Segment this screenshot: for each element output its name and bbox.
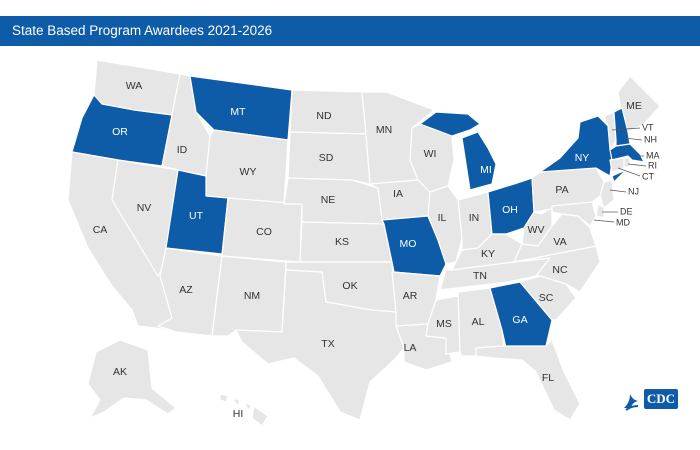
- state-nc[interactable]: [513, 245, 601, 293]
- state-ak[interactable]: [87, 339, 177, 419]
- leader-ri: [627, 163, 647, 167]
- label-wi: WI: [424, 148, 437, 160]
- state-ri[interactable]: [623, 157, 631, 169]
- label-mi: MI: [480, 164, 492, 176]
- hhs-eagle-icon: [624, 394, 639, 411]
- label-ne: NE: [321, 194, 336, 206]
- label-ok: OK: [342, 280, 357, 292]
- label-vt: VT: [642, 122, 654, 132]
- label-oh: OH: [502, 204, 518, 216]
- label-ks: KS: [335, 236, 349, 248]
- state-vt[interactable]: [603, 111, 617, 151]
- label-me: ME: [626, 100, 642, 112]
- label-ca: CA: [93, 224, 108, 236]
- state-ny[interactable]: [539, 115, 627, 183]
- label-sd: SD: [319, 152, 334, 164]
- label-wa: WA: [126, 80, 143, 92]
- label-id: ID: [177, 144, 188, 156]
- leader-nh: [623, 137, 643, 141]
- label-sc: SC: [539, 292, 554, 304]
- map-title: State Based Program Awardees 2021-2026: [12, 23, 273, 38]
- label-co: CO: [256, 226, 272, 238]
- label-nh: NH: [644, 134, 657, 144]
- label-ut: UT: [189, 210, 204, 222]
- label-va: VA: [553, 236, 566, 248]
- label-la: LA: [404, 342, 417, 354]
- state-hi[interactable]: [219, 393, 269, 427]
- state-tx[interactable]: [235, 269, 405, 421]
- label-ky: KY: [481, 248, 495, 260]
- label-il: IL: [438, 212, 447, 224]
- label-nm: NM: [244, 290, 260, 302]
- cdc-logo-text: CDC: [647, 391, 675, 406]
- leader-vt: [611, 127, 641, 131]
- label-in: IN: [469, 212, 480, 224]
- state-nj[interactable]: [599, 179, 615, 209]
- label-ga: GA: [512, 314, 527, 326]
- label-ma: MA: [646, 150, 660, 160]
- label-ar: AR: [403, 290, 418, 302]
- label-de: DE: [620, 206, 633, 216]
- label-pa: PA: [555, 184, 568, 196]
- label-nc: NC: [552, 264, 568, 276]
- leader-nj: [609, 189, 627, 193]
- label-wy: WY: [240, 166, 257, 178]
- label-ri: RI: [648, 160, 657, 170]
- label-ak: AK: [113, 366, 127, 378]
- label-ms: MS: [436, 318, 452, 330]
- label-ny: NY: [575, 152, 590, 164]
- label-nj: NJ: [628, 186, 639, 196]
- label-ia: IA: [393, 188, 403, 200]
- cdc-logo-box: [644, 389, 678, 409]
- label-md: MD: [616, 217, 630, 227]
- leader-ct: [617, 167, 641, 177]
- label-ct: CT: [642, 171, 654, 181]
- map-title-bar: State Based Program Awardees 2021-2026: [0, 16, 700, 46]
- state-md[interactable]: [551, 201, 597, 227]
- state-labels: WA OR CA ID NV MT WY UT CO AZ NM ND SD N…: [93, 80, 660, 420]
- label-tn: TN: [473, 270, 487, 282]
- label-nd: ND: [316, 110, 332, 122]
- label-wv: WV: [528, 224, 545, 236]
- label-mn: MN: [376, 124, 392, 136]
- label-hi: HI: [233, 408, 244, 420]
- state-sd[interactable]: [287, 131, 371, 185]
- state-mi[interactable]: [419, 111, 497, 191]
- cdc-logo: CDC: [622, 386, 680, 412]
- label-fl: FL: [542, 372, 554, 384]
- label-tx: TX: [321, 338, 334, 350]
- label-or: OR: [112, 126, 128, 138]
- state-ct[interactable]: [609, 157, 625, 173]
- label-az: AZ: [179, 284, 193, 296]
- label-mo: MO: [400, 238, 417, 250]
- label-nv: NV: [137, 202, 152, 214]
- state-fl[interactable]: [475, 339, 581, 421]
- state-de[interactable]: [595, 203, 605, 219]
- label-mt: MT: [230, 106, 246, 118]
- leader-md: [593, 219, 615, 223]
- label-al: AL: [472, 316, 485, 328]
